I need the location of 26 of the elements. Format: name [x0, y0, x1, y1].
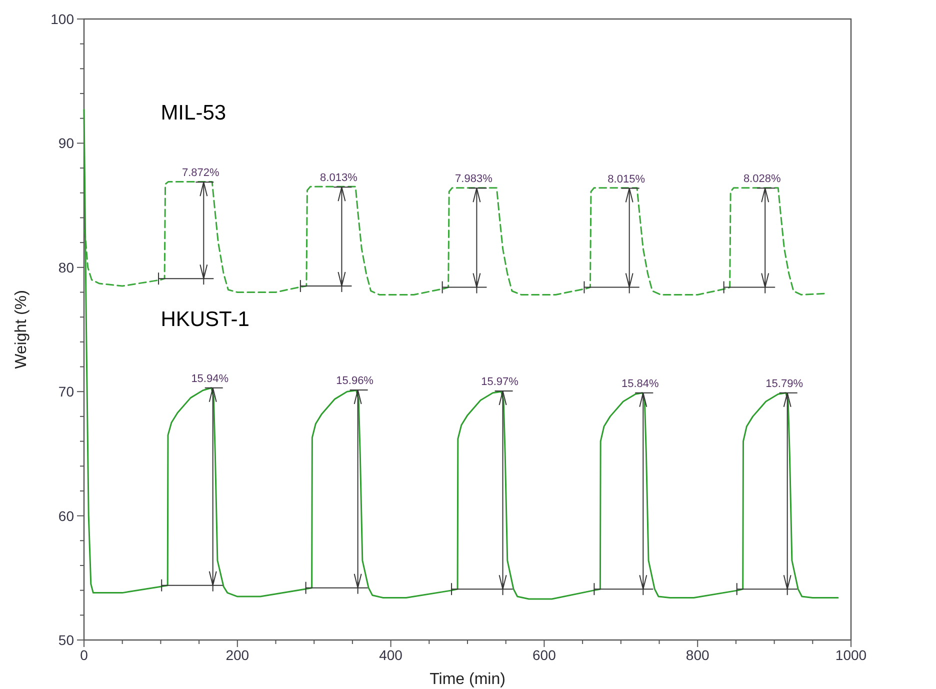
x-tick-label: 400 — [379, 647, 403, 663]
annotation: 8.028% — [743, 173, 781, 186]
annotation: 8.015% — [608, 173, 646, 186]
annotation: 7.983% — [455, 173, 493, 186]
annotation: 15.94% — [191, 372, 229, 385]
y-tick-label: 50 — [58, 632, 74, 648]
annotation: 7.872% — [182, 167, 220, 180]
y-axis-title: Weight (%) — [13, 290, 30, 369]
annotation: 8.013% — [320, 172, 358, 184]
annotation: 15.96% — [336, 374, 374, 387]
x-tick-label: 0 — [80, 647, 88, 663]
x-tick-label: 800 — [686, 647, 710, 663]
y-tick-label: 60 — [58, 508, 74, 524]
y-tick-label: 90 — [58, 135, 74, 152]
x-tick-label: 200 — [226, 647, 250, 663]
y-tick-label: 70 — [58, 384, 74, 400]
annotation: 15.84% — [621, 378, 660, 390]
annotation: 15.97% — [481, 376, 519, 388]
x-axis-title: Time (min) — [430, 671, 506, 688]
y-tick-label: 80 — [58, 259, 74, 276]
x-tick-label: 1000 — [835, 647, 867, 663]
x-tick-label: 600 — [532, 647, 556, 663]
y-tick-label: 100 — [50, 11, 74, 27]
text: MIL-53 — [160, 102, 226, 125]
annotation: 15.79% — [766, 378, 804, 390]
legend-label: HKUST-1 — [160, 308, 250, 331]
